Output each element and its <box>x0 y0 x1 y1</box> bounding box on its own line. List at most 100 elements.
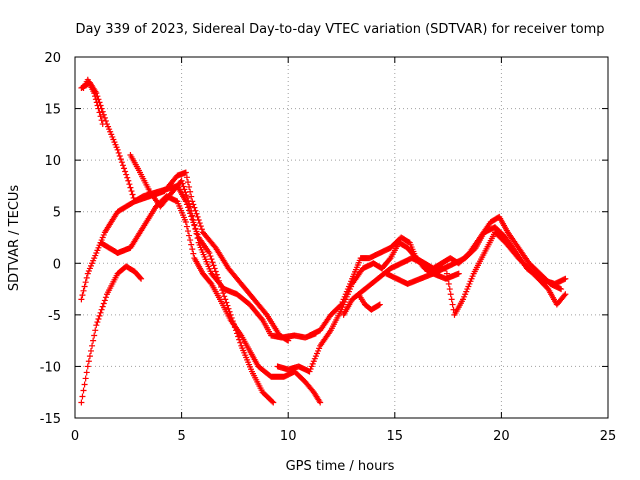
data-point <box>448 296 455 303</box>
data-point <box>270 399 277 406</box>
series-track-e <box>78 263 145 406</box>
data-point <box>210 262 217 269</box>
series-track-b <box>80 76 106 128</box>
grid <box>75 57 608 418</box>
data-point <box>96 312 103 319</box>
data-point <box>84 363 91 370</box>
series-track-h <box>306 213 565 339</box>
data-point <box>97 309 104 316</box>
data-point <box>190 250 197 257</box>
y-tick-label: 5 <box>53 206 61 221</box>
data-point <box>562 291 569 298</box>
data-point <box>192 226 199 233</box>
data-point <box>186 200 193 207</box>
data-point <box>99 108 106 115</box>
data-point <box>178 177 185 184</box>
data-point <box>96 109 103 116</box>
data-point <box>192 207 199 214</box>
data-point <box>558 286 565 293</box>
data-point <box>95 105 102 112</box>
data-point <box>101 297 108 304</box>
y-tick-label: -10 <box>40 360 61 375</box>
data-point <box>115 149 122 156</box>
data-point <box>237 339 244 346</box>
data-point <box>116 153 123 160</box>
data-point <box>129 191 136 198</box>
x-tick-label: 10 <box>280 429 297 444</box>
data-point <box>79 393 86 400</box>
axis-ticks: 0 5 10 15 20 25 -15 -10 -5 0 5 10 15 20 <box>40 51 617 444</box>
data-point <box>207 279 214 286</box>
data-point <box>90 337 97 344</box>
data-point <box>376 301 383 308</box>
data-point <box>184 228 191 235</box>
data-point <box>187 237 194 244</box>
y-tick-label: 20 <box>44 51 61 66</box>
data-point <box>447 291 454 298</box>
y-tick-label: -15 <box>40 412 61 427</box>
data-point <box>262 310 269 317</box>
data-point <box>128 188 135 195</box>
data-point <box>179 180 186 187</box>
data-point <box>81 381 88 388</box>
data-point <box>193 230 200 237</box>
data-point <box>188 241 195 248</box>
data-point <box>223 299 230 306</box>
data-point <box>337 302 344 309</box>
y-tick-label: -5 <box>48 309 61 324</box>
data-point <box>101 114 108 121</box>
x-tick-label: 0 <box>71 429 79 444</box>
data-point <box>186 232 193 239</box>
data-point <box>191 221 198 228</box>
data-point <box>183 223 190 230</box>
data-point <box>92 327 99 334</box>
data-point <box>225 305 232 312</box>
data-point <box>184 194 191 201</box>
data-point <box>87 347 94 354</box>
data-point <box>81 283 88 290</box>
data-point <box>442 265 449 272</box>
data-point <box>83 369 90 376</box>
data-point <box>121 165 128 172</box>
chart-title: Day 339 of 2023, Sidereal Day-to-day VTE… <box>75 22 604 37</box>
data-point <box>93 99 100 106</box>
data-point <box>126 181 133 188</box>
data-point <box>118 159 125 166</box>
data-point <box>187 188 194 195</box>
data-point <box>258 315 265 322</box>
data-point <box>184 179 191 186</box>
data-point <box>455 270 462 277</box>
data-point <box>285 337 292 344</box>
data-point <box>95 315 102 322</box>
series-track-i <box>340 229 569 318</box>
data-point <box>269 398 276 405</box>
data-point <box>97 113 104 120</box>
data-point <box>561 292 568 299</box>
series-track-f <box>97 193 324 406</box>
data-point <box>123 171 130 178</box>
data-point <box>100 300 107 307</box>
data-point <box>208 256 215 263</box>
data-point <box>82 279 89 286</box>
data-point <box>102 117 109 124</box>
plot-frame <box>74 56 609 419</box>
data-point <box>207 253 214 260</box>
data-point <box>100 111 107 118</box>
data-point <box>194 235 201 242</box>
data-point <box>93 322 100 329</box>
data-point <box>183 192 190 199</box>
series-track-j <box>383 270 462 287</box>
data-point <box>78 296 85 303</box>
data-point <box>446 286 453 293</box>
data-point <box>79 292 86 299</box>
series-track-c <box>127 151 319 341</box>
x-tick-label: 15 <box>387 429 404 444</box>
data-point <box>450 306 457 313</box>
data-point <box>188 213 195 220</box>
data-point <box>209 259 216 266</box>
data-point <box>193 210 200 217</box>
data-point <box>194 213 201 220</box>
data-point <box>91 90 98 97</box>
data-point <box>190 201 197 208</box>
